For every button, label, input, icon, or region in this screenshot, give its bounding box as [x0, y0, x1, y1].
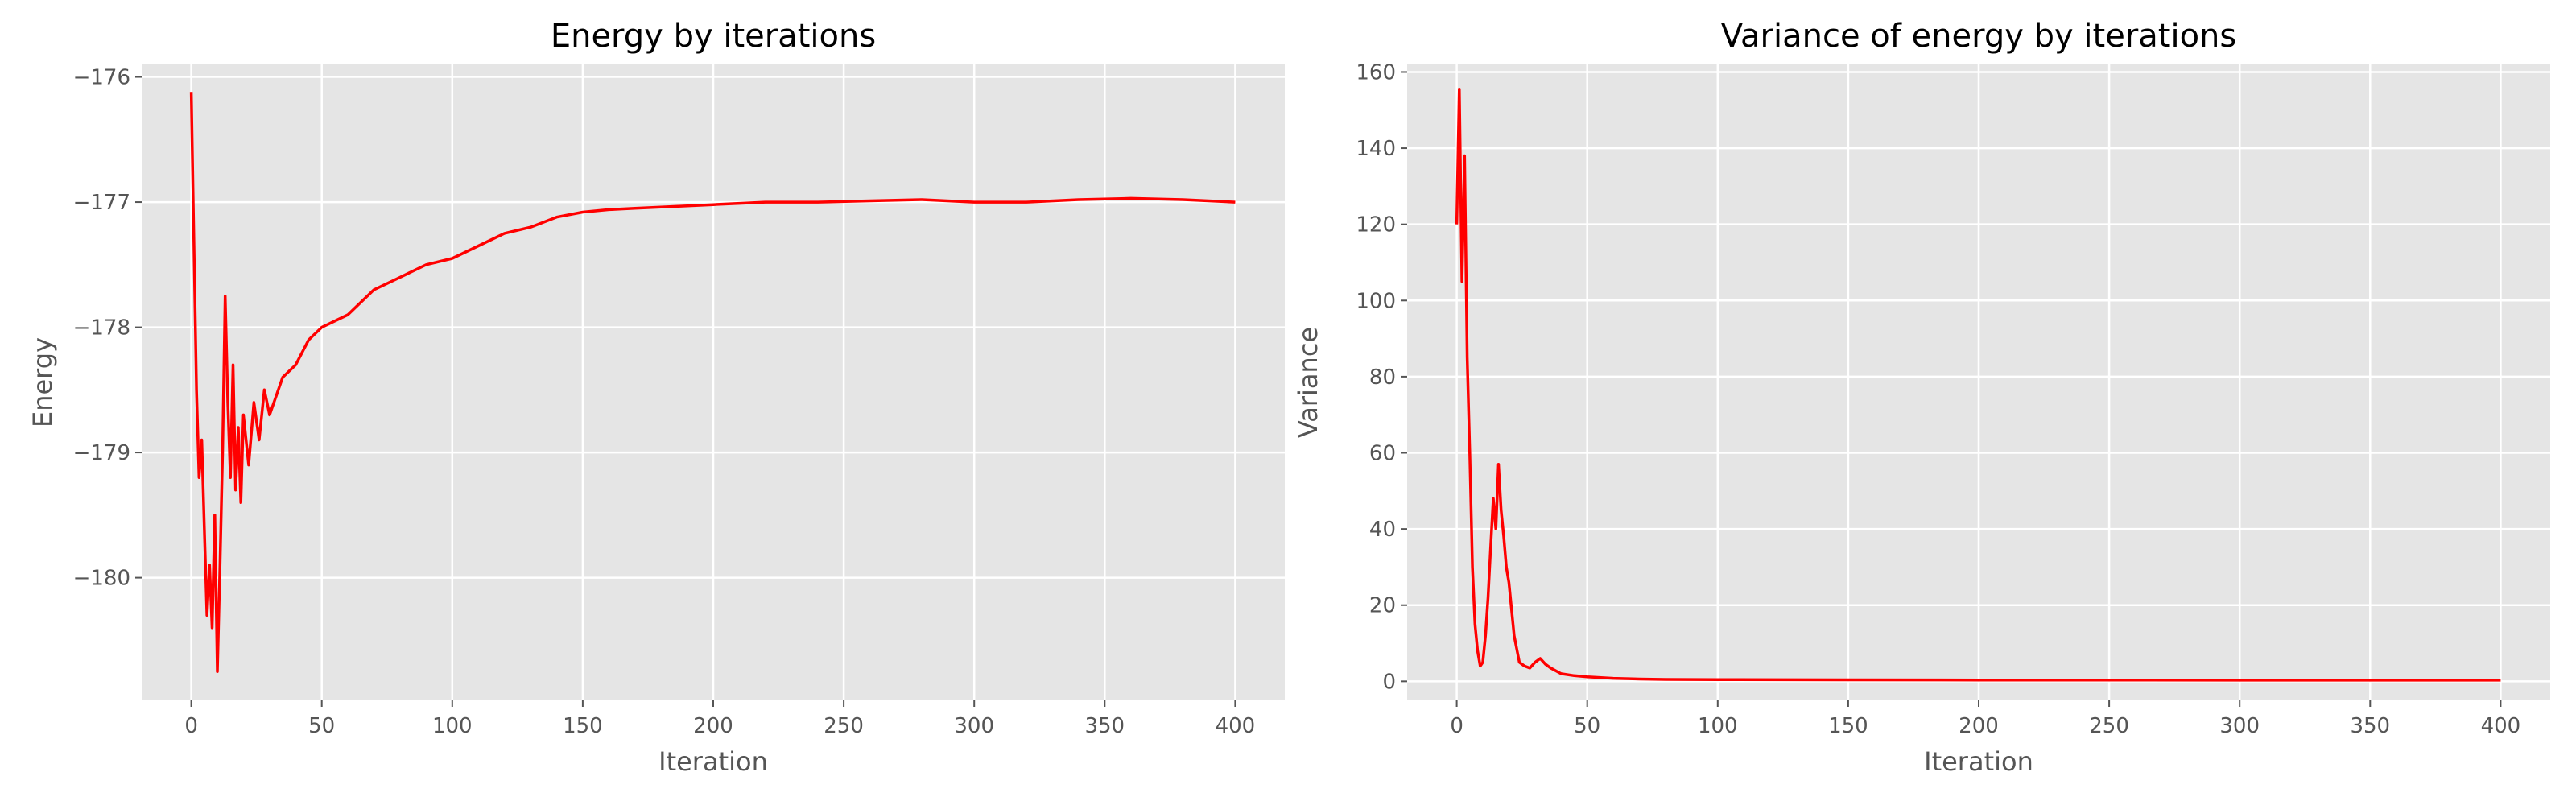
variance-y-tick-label: 80 [1369, 365, 1396, 390]
energy-x-tick-label: 0 [184, 714, 198, 738]
energy-series-line [189, 92, 1236, 673]
variance-x-ticks: 0 50 100 150 200 250 300 350 400 [1450, 700, 2520, 738]
energy-x-tick-label: 400 [1216, 714, 1256, 738]
variance-chart-title: Variance of energy by iterations [1721, 18, 2236, 55]
variance-y-tick-label: 0 [1382, 670, 1396, 694]
energy-x-tick-label: 150 [563, 714, 603, 738]
energy-x-tick-label: 50 [308, 714, 335, 738]
variance-y-tick-label: 120 [1356, 213, 1396, 237]
variance-x-tick-label: 200 [1959, 714, 1999, 738]
variance-x-axis-label: Iteration [1924, 746, 2033, 777]
variance-x-tick-label: 300 [2219, 714, 2260, 738]
variance-series-line [1455, 87, 2501, 682]
variance-y-tick-label: 20 [1369, 594, 1396, 618]
energy-y-tick-label: −180 [73, 567, 130, 591]
variance-y-tick-label: 60 [1369, 442, 1396, 466]
variance-y-tick-label: 140 [1356, 137, 1396, 161]
energy-y-ticks: −176 −177 −178 −179 −180 [73, 66, 142, 591]
variance-y-tick-label: 100 [1356, 289, 1396, 313]
energy-y-tick-label: −176 [73, 66, 130, 90]
variance-x-tick-label: 250 [2089, 714, 2129, 738]
variance-y-tick-label: 160 [1356, 60, 1396, 85]
energy-y-tick-label: −179 [73, 441, 130, 465]
energy-x-axis-label: Iteration [658, 746, 768, 777]
energy-y-tick-label: −178 [73, 316, 130, 341]
variance-x-tick-label: 50 [1574, 714, 1600, 738]
energy-x-tick-label: 350 [1084, 714, 1125, 738]
variance-x-tick-label: 100 [1698, 714, 1738, 738]
energy-x-tick-label: 300 [954, 714, 994, 738]
variance-x-tick-label: 400 [2481, 714, 2521, 738]
energy-chart-title: Energy by iterations [551, 18, 876, 55]
energy-x-tick-label: 250 [824, 714, 864, 738]
energy-y-axis-label: Energy [27, 337, 58, 427]
energy-x-ticks: 0 50 100 150 200 250 300 350 400 [184, 700, 1255, 738]
energy-x-tick-label: 200 [693, 714, 733, 738]
variance-x-tick-label: 0 [1450, 714, 1463, 738]
variance-x-tick-label: 350 [2350, 714, 2390, 738]
energy-grid [142, 64, 1285, 700]
variance-y-ticks: 0 20 40 60 80 100 120 140 160 [1356, 60, 1407, 694]
variance-chart: 0 50 100 150 200 250 300 350 400 0 20 40 60 80 100 120… [1293, 18, 2550, 777]
variance-x-tick-label: 150 [1828, 714, 1868, 738]
variance-series [1455, 87, 2501, 682]
energy-y-tick-label: −177 [73, 191, 130, 215]
energy-chart: 0 50 100 150 200 250 300 350 400 −176−177−178−17… [27, 18, 1285, 777]
variance-y-axis-label: Variance [1293, 327, 1323, 438]
energy-series [189, 92, 1236, 673]
variance-y-tick-label: 40 [1369, 518, 1396, 542]
energy-x-tick-label: 100 [432, 714, 473, 738]
